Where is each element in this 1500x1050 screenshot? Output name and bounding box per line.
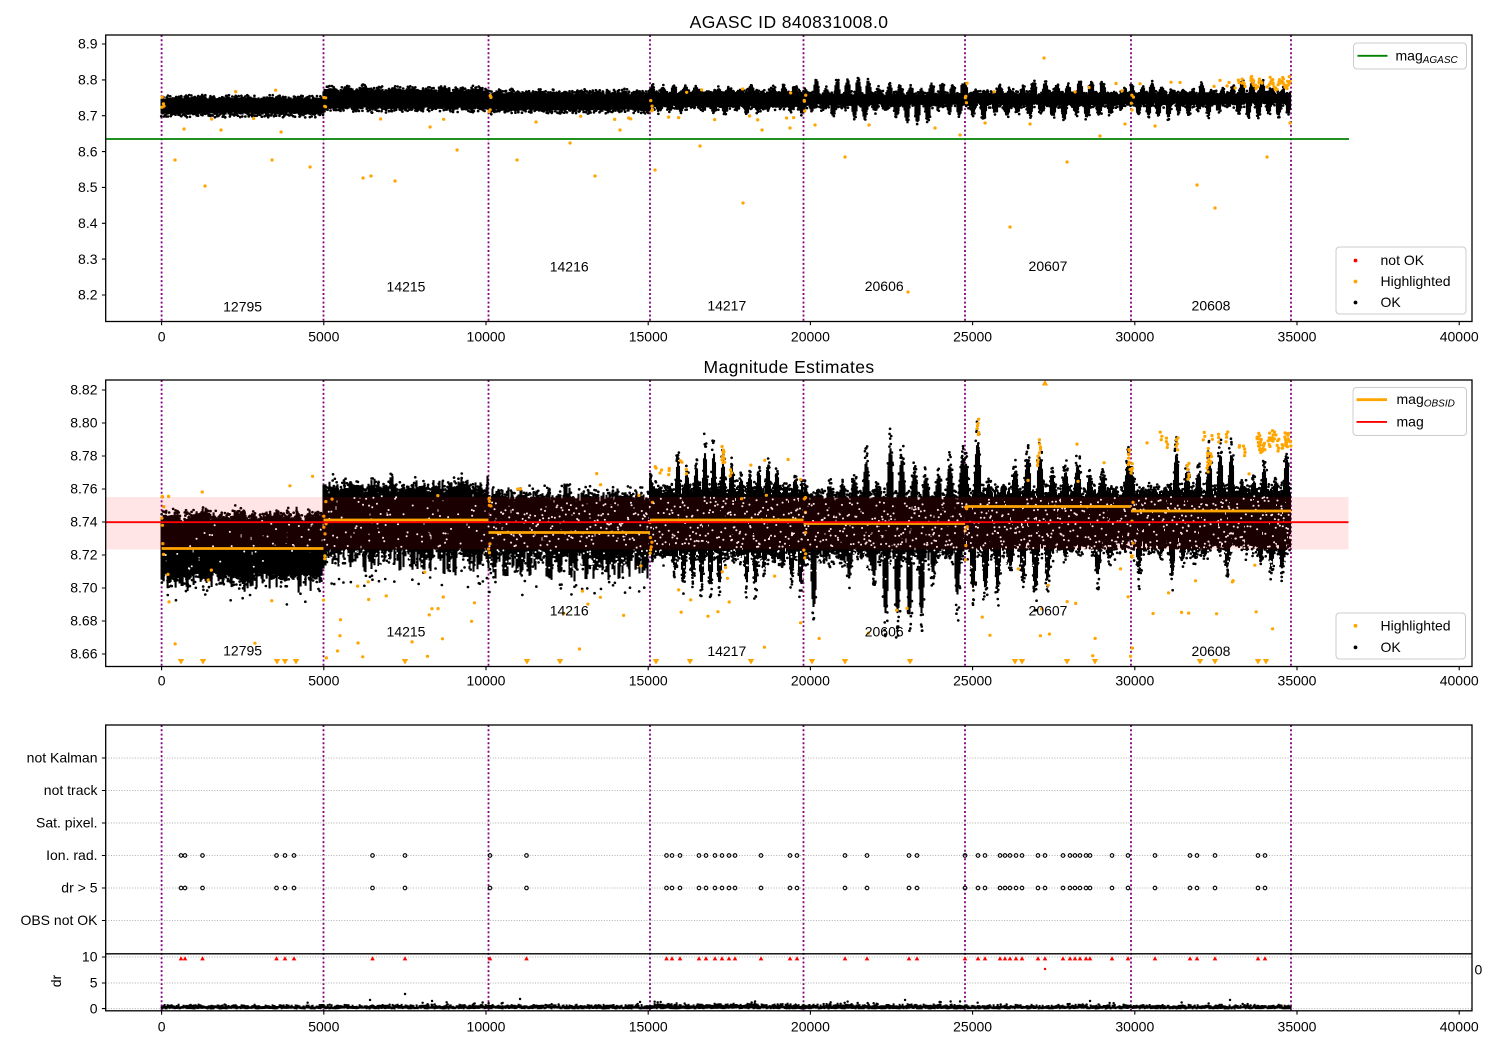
svg-text:0: 0 <box>158 1019 166 1035</box>
svg-text:20000: 20000 <box>791 1019 830 1035</box>
svg-text:OK: OK <box>1381 639 1402 655</box>
svg-text:8.72: 8.72 <box>70 547 97 563</box>
svg-text:35000: 35000 <box>1278 673 1317 689</box>
svg-text:10000: 10000 <box>467 673 506 689</box>
svg-text:5000: 5000 <box>308 329 339 345</box>
svg-text:25000: 25000 <box>953 1019 992 1035</box>
svg-text:25000: 25000 <box>953 329 992 345</box>
svg-text:8.74: 8.74 <box>70 514 97 530</box>
svg-text:40000: 40000 <box>1440 329 1479 345</box>
svg-text:8.68: 8.68 <box>70 613 97 629</box>
svg-text:14217: 14217 <box>707 298 746 314</box>
svg-text:not OK: not OK <box>1381 252 1425 268</box>
svg-text:8.70: 8.70 <box>70 580 97 596</box>
svg-text:14215: 14215 <box>387 624 426 640</box>
svg-text:15000: 15000 <box>629 329 668 345</box>
svg-text:35000: 35000 <box>1278 329 1317 345</box>
svg-text:mag: mag <box>1397 413 1424 429</box>
svg-text:0: 0 <box>158 673 166 689</box>
svg-text:8.6: 8.6 <box>78 143 98 159</box>
svg-text:8.3: 8.3 <box>78 251 98 267</box>
svg-text:5: 5 <box>90 975 98 991</box>
svg-text:30000: 30000 <box>1115 329 1154 345</box>
svg-text:14217: 14217 <box>707 643 746 659</box>
svg-text:40000: 40000 <box>1440 1019 1479 1035</box>
svg-text:0: 0 <box>90 1000 98 1016</box>
svg-text:8.8: 8.8 <box>78 72 98 88</box>
svg-text:Highlighted: Highlighted <box>1381 273 1451 289</box>
svg-text:20608: 20608 <box>1192 298 1231 314</box>
svg-text:8.66: 8.66 <box>70 646 97 662</box>
svg-text:15000: 15000 <box>629 673 668 689</box>
svg-text:Highlighted: Highlighted <box>1381 617 1451 633</box>
svg-text:dr: dr <box>48 974 64 987</box>
svg-text:30000: 30000 <box>1115 673 1154 689</box>
svg-text:10000: 10000 <box>467 329 506 345</box>
svg-text:8.9: 8.9 <box>78 36 98 52</box>
svg-text:12795: 12795 <box>223 299 262 315</box>
svg-text:10: 10 <box>82 949 98 965</box>
svg-text:Ion. rad.: Ion. rad. <box>46 847 97 863</box>
svg-text:8.80: 8.80 <box>70 415 97 431</box>
svg-text:8.7: 8.7 <box>78 107 98 123</box>
svg-text:not track: not track <box>44 782 99 798</box>
svg-text:20606: 20606 <box>865 624 904 640</box>
svg-text:12795: 12795 <box>223 643 262 659</box>
svg-text:Magnitude Estimates: Magnitude Estimates <box>703 357 874 377</box>
svg-text:25000: 25000 <box>953 673 992 689</box>
svg-text:0: 0 <box>158 329 166 345</box>
svg-text:10000: 10000 <box>467 1019 506 1035</box>
svg-text:not Kalman: not Kalman <box>27 750 98 766</box>
svg-text:35000: 35000 <box>1278 1019 1317 1035</box>
svg-text:5000: 5000 <box>308 1019 339 1035</box>
svg-text:14216: 14216 <box>550 259 589 275</box>
svg-text:OBS not OK: OBS not OK <box>20 912 98 928</box>
svg-text:20000: 20000 <box>791 673 830 689</box>
svg-text:14216: 14216 <box>550 603 589 619</box>
svg-text:8.78: 8.78 <box>70 448 97 464</box>
svg-text:8.76: 8.76 <box>70 481 97 497</box>
svg-text:20608: 20608 <box>1192 643 1231 659</box>
svg-text:8.5: 8.5 <box>78 179 98 195</box>
svg-text:14215: 14215 <box>387 279 426 295</box>
svg-text:dr > 5: dr > 5 <box>61 880 97 896</box>
svg-text:8.4: 8.4 <box>78 215 98 231</box>
svg-text:20607: 20607 <box>1029 603 1068 619</box>
svg-text:8.2: 8.2 <box>78 287 98 303</box>
svg-text:5000: 5000 <box>308 673 339 689</box>
svg-text:OK: OK <box>1381 294 1402 310</box>
svg-text:20607: 20607 <box>1029 258 1068 274</box>
svg-text:30000: 30000 <box>1115 1019 1154 1035</box>
svg-text:0: 0 <box>1475 962 1483 978</box>
svg-text:15000: 15000 <box>629 1019 668 1035</box>
svg-text:AGASC ID 840831008.0: AGASC ID 840831008.0 <box>690 12 889 32</box>
svg-text:40000: 40000 <box>1440 673 1479 689</box>
svg-text:20000: 20000 <box>791 329 830 345</box>
svg-text:Sat. pixel.: Sat. pixel. <box>36 815 97 831</box>
svg-text:8.82: 8.82 <box>70 382 97 398</box>
svg-text:20606: 20606 <box>865 278 904 294</box>
